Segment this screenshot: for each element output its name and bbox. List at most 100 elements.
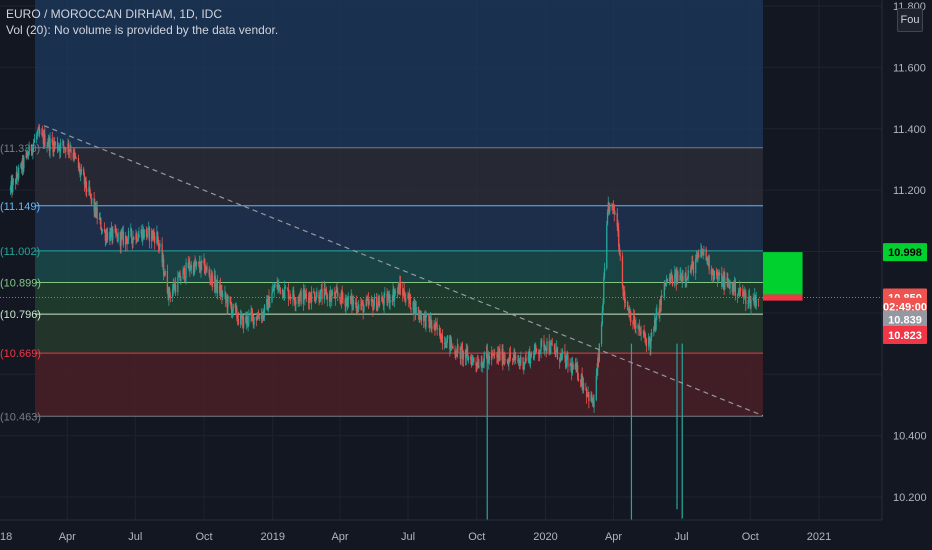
candle-body <box>211 273 213 288</box>
candle-body <box>136 240 139 242</box>
candle-body <box>168 288 171 296</box>
candle-body <box>386 293 388 303</box>
candle-body <box>147 228 149 236</box>
candle-body <box>628 308 630 318</box>
candle-body <box>440 334 443 342</box>
candle-body <box>257 314 260 317</box>
candle-body <box>643 331 645 335</box>
candle-body <box>372 305 375 311</box>
candle-body <box>452 346 454 349</box>
candle-body <box>336 290 338 293</box>
candle-body <box>130 229 133 239</box>
candle-body <box>630 311 632 323</box>
candle-body <box>62 141 64 143</box>
candle-body <box>151 230 154 239</box>
candle-body <box>621 256 624 287</box>
candle-body <box>381 297 383 302</box>
candle-body <box>235 307 237 309</box>
candle-body <box>289 296 291 298</box>
candle-body <box>407 294 409 299</box>
candle-body <box>507 361 509 365</box>
candle-body <box>666 278 668 282</box>
candle-body <box>654 319 656 330</box>
time-tick-label: Oct <box>468 531 485 543</box>
candle-body <box>236 318 239 320</box>
candle-body <box>335 290 337 293</box>
candle-body <box>538 352 541 355</box>
time-tick-label: 2020 <box>533 531 557 543</box>
candle-body <box>718 272 720 275</box>
candle-body <box>346 298 349 308</box>
candle-body <box>664 282 666 285</box>
candle-body <box>119 232 121 246</box>
candle-body <box>455 355 458 357</box>
time-tick-label: Jul <box>401 531 415 543</box>
candle-body <box>717 272 719 280</box>
price-tick-label: 11.600 <box>893 62 926 74</box>
candle-body <box>675 270 677 283</box>
candle-body <box>310 291 313 303</box>
candle-body <box>471 358 473 366</box>
candle-body <box>376 304 379 311</box>
candle-body <box>83 168 85 176</box>
candle-body <box>420 315 422 320</box>
candle-body <box>17 176 19 179</box>
candle-body <box>331 291 334 295</box>
candle-body <box>716 275 719 280</box>
candle-body <box>142 230 145 238</box>
candle-body <box>199 268 201 272</box>
candle-body <box>596 368 598 376</box>
candle-body <box>194 261 196 266</box>
candle-body <box>372 301 374 311</box>
currency-button[interactable]: Fou <box>897 8 923 32</box>
candle-body <box>16 172 18 177</box>
candle-body <box>680 274 682 276</box>
candle-body <box>126 238 128 244</box>
candle-body <box>148 227 150 229</box>
candle-body <box>367 298 369 301</box>
candle-body <box>114 229 116 231</box>
candle-body <box>208 269 210 276</box>
candle-body <box>334 291 336 299</box>
candle-body <box>298 298 300 302</box>
candle-body <box>712 269 714 276</box>
candle-body <box>152 233 154 239</box>
candle-body <box>378 301 380 306</box>
candle-body <box>231 311 234 315</box>
candle-body <box>523 362 526 365</box>
candle-body <box>49 138 51 151</box>
candle-body <box>174 284 176 290</box>
candle-body <box>72 152 74 159</box>
candle-body <box>47 144 49 146</box>
candle-body <box>382 301 384 306</box>
candle-body <box>216 279 218 286</box>
candle-body <box>135 233 137 240</box>
candle-body <box>158 246 160 248</box>
candle-body <box>533 351 535 359</box>
candle-body <box>665 284 667 285</box>
candle-body <box>106 233 108 240</box>
candle-body <box>473 357 475 362</box>
candle-body <box>595 375 597 400</box>
candle-body <box>527 355 529 361</box>
candle-body <box>750 299 752 308</box>
candle-body <box>681 276 683 283</box>
price-badge-label: 10.839 <box>888 314 922 326</box>
candle-body <box>163 258 165 275</box>
candle-body <box>739 287 741 293</box>
candle-body <box>689 270 692 273</box>
candle-body <box>582 383 584 388</box>
candle-body <box>703 248 705 251</box>
candle-body <box>627 308 630 311</box>
candle-body <box>449 335 451 350</box>
candle-body <box>64 148 66 149</box>
candle-body <box>297 298 299 302</box>
candle-body <box>429 321 431 328</box>
candle-body <box>726 278 728 281</box>
candle-body <box>38 129 41 135</box>
candle-body <box>115 229 117 235</box>
candle-body <box>21 158 24 170</box>
candle-body <box>168 288 170 299</box>
